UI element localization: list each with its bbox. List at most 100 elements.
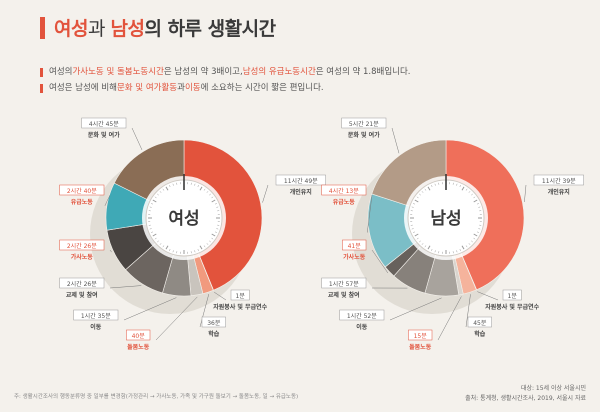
- clock-tick: [421, 191, 424, 193]
- clock-tick: [172, 250, 174, 253]
- leader-line: [391, 127, 400, 154]
- leader-line: [371, 249, 389, 274]
- bullet-highlight: 남성의 유급노동시간: [242, 67, 316, 77]
- bullet-mark: [40, 83, 43, 93]
- slice-value-label: 45분: [473, 320, 487, 327]
- leader-line: [104, 194, 111, 206]
- clock-tick: [159, 243, 162, 245]
- clock-tick: [468, 191, 471, 193]
- slice-name-label: 학습: [474, 330, 486, 338]
- leader-line: [262, 184, 269, 203]
- slice-name-label: 가사노동: [343, 253, 366, 261]
- leader-line: [437, 296, 462, 341]
- value-box: [467, 316, 492, 328]
- clock-tick: [214, 231, 217, 233]
- clock-tick: [476, 203, 479, 205]
- bullet-1: 여성의 가사노동 및 돌봄노동시간 은 남성의 약 3배이고, 남성의 유급노동시…: [40, 64, 411, 80]
- clock-tick: [419, 193, 421, 196]
- slice-name-label: 문화 및 여가: [88, 131, 120, 139]
- title-rest: 의 하루 생활시간: [144, 18, 276, 40]
- clock-tick: [431, 248, 433, 251]
- value-box: [59, 184, 105, 196]
- bullet-text: 은 여성의 약 1.8배입니다.: [315, 67, 411, 77]
- clock-tick: [194, 250, 196, 253]
- clock-tick: [421, 243, 424, 245]
- source-citation: 출처: 통계청, 생활시간조사, 2019, 서울시 자료: [465, 395, 586, 402]
- clock-tick: [414, 233, 419, 237]
- clock-tick: [434, 183, 436, 186]
- clock-tick: [461, 245, 465, 250]
- clock-tick: [459, 248, 461, 251]
- clock-tick: [478, 228, 481, 230]
- leader-line: [477, 291, 499, 301]
- slice-name-label: 돌봄노동: [409, 343, 432, 351]
- clock-tick: [413, 231, 416, 233]
- slice-value-label: 36분: [207, 320, 221, 327]
- leader-line: [109, 285, 142, 289]
- clock-tick: [149, 228, 152, 230]
- slice-name-label: 교제 및 참여: [328, 291, 360, 299]
- leader-line: [109, 249, 112, 253]
- title-accent-bar: [40, 16, 45, 39]
- leader-line: [367, 194, 373, 233]
- clock-tick: [476, 231, 479, 233]
- clock-tick: [456, 183, 458, 186]
- source-target: 대상: 15세 이상 서울시민: [520, 385, 586, 392]
- clock-tick: [473, 237, 476, 240]
- clock-tick: [199, 186, 203, 191]
- slice-name-label: 자원봉사 및 무급연수: [213, 303, 267, 311]
- clock-tick: [473, 196, 476, 199]
- clock-tick: [152, 233, 157, 237]
- slice-value-label: 1시간 35분: [81, 312, 111, 320]
- source-block: 대상: 15세 이상 서울시민 출처: 통계청, 생활시간조사, 2019, 서…: [465, 384, 586, 404]
- clock-tick: [431, 185, 433, 188]
- clock-tick: [169, 248, 171, 251]
- bullet-text: 여성의: [49, 67, 73, 77]
- clock-tick: [151, 231, 154, 233]
- leader-line: [524, 184, 527, 203]
- value-box: [339, 309, 385, 321]
- value-box: [533, 174, 584, 186]
- center-label: 여성: [168, 209, 199, 229]
- clock-tick: [206, 191, 209, 193]
- bullet-highlight: 문화 및 여가활동: [116, 83, 178, 93]
- clock-tick: [216, 206, 219, 208]
- slice-value-label: 11시간 49분: [284, 177, 318, 185]
- clock-tick: [465, 188, 468, 191]
- clock-tick: [154, 196, 157, 199]
- slice-value-label: 1분: [236, 293, 246, 300]
- value-box: [321, 277, 367, 289]
- bullet-highlight: 가사노동 및 돌봄노동시간: [72, 67, 164, 77]
- slice-value-label: 4시간 45분: [89, 120, 119, 128]
- slice-name-label: 유급노동: [333, 198, 356, 206]
- bullet-text: 에 소요하는 시간이 짧은 편입니다.: [200, 83, 324, 93]
- value-box: [126, 329, 151, 341]
- slice-name-label: 개인유지: [290, 188, 312, 196]
- slice-value-label: 11시간 39분: [542, 177, 576, 185]
- title-women: 여성: [54, 18, 88, 40]
- slice-value-label: 2시간 26분: [67, 280, 97, 288]
- clock-tick: [206, 243, 209, 245]
- value-box: [275, 174, 326, 186]
- clock-tick: [478, 206, 481, 208]
- bullet-2: 여성은 남성에 비해 문화 및 여가활동 과 이동 에 소요하는 시간이 짧은 편입…: [40, 80, 411, 96]
- clock-tick: [471, 193, 473, 196]
- slice-value-label: 40분: [132, 333, 146, 340]
- clock-tick: [149, 206, 152, 208]
- clock-tick: [456, 250, 458, 253]
- slice-value-label: 4시간 13분: [329, 187, 359, 195]
- value-box: [73, 309, 119, 321]
- clock-tick: [194, 183, 196, 186]
- slice-name-label: 문화 및 여가: [348, 131, 380, 139]
- value-box: [342, 239, 367, 251]
- slice-value-label: 2시간 26분: [67, 242, 97, 250]
- clock-tick: [197, 185, 199, 188]
- clock-tick: [199, 245, 203, 250]
- clock-tick: [424, 245, 427, 248]
- bullet-text: 과: [177, 83, 185, 93]
- clock-tick: [165, 186, 169, 191]
- slice-name-label: 돌봄노동: [127, 343, 150, 351]
- clock-tick: [209, 240, 211, 243]
